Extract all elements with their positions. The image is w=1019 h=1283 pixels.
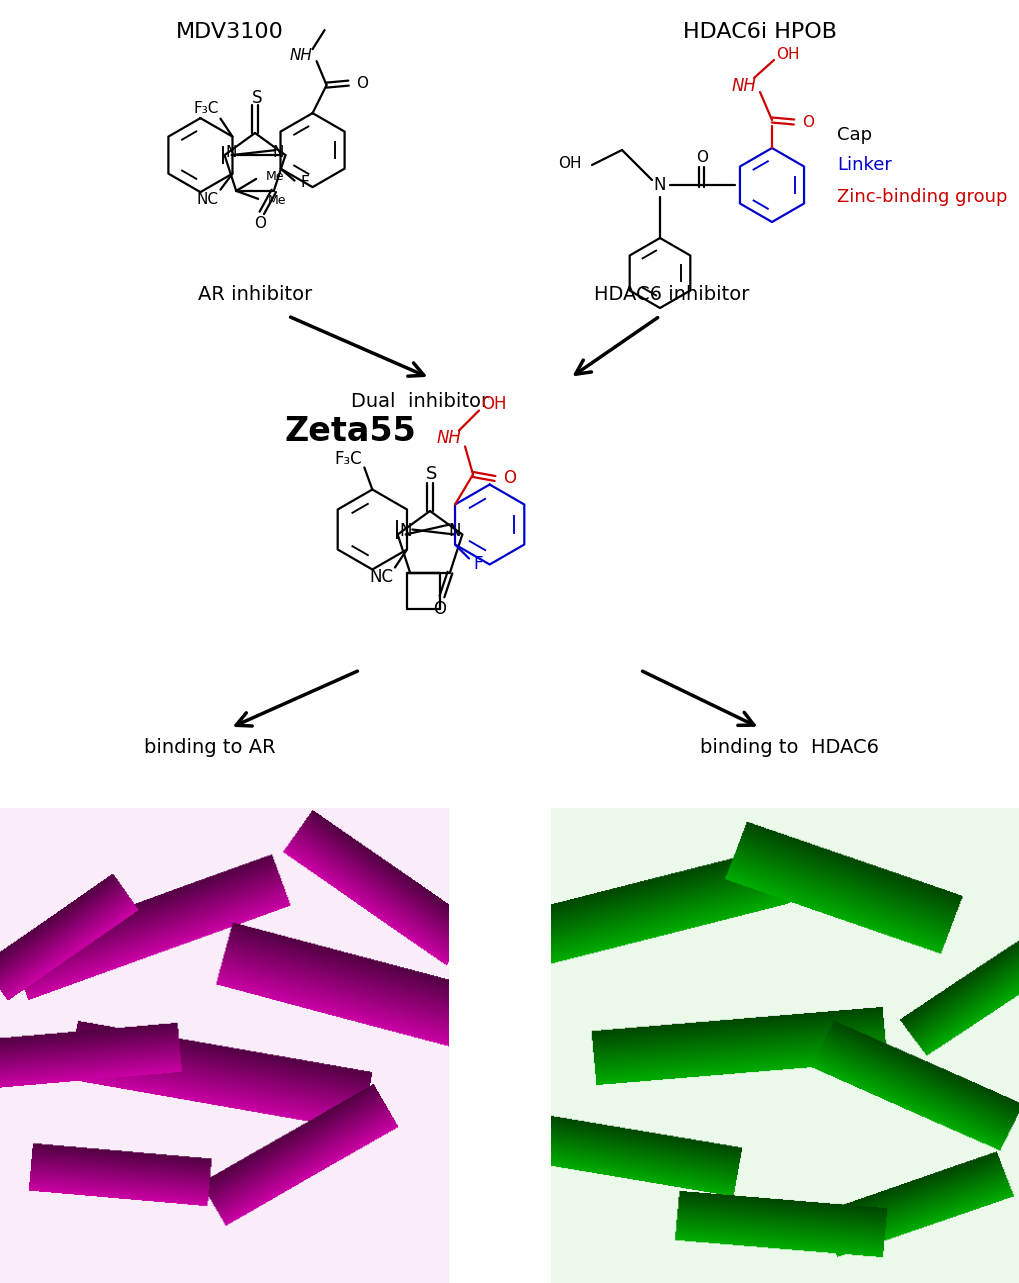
Text: NC: NC [197,192,218,207]
Text: N: N [653,176,665,194]
Text: NH: NH [731,77,755,95]
Text: S: S [426,464,437,482]
Text: O: O [695,150,707,164]
Text: NH: NH [289,47,312,63]
Text: Me: Me [266,171,284,183]
Text: OH: OH [558,155,582,171]
Text: NC: NC [369,568,392,586]
Text: F: F [473,556,482,574]
Text: F₃C: F₃C [193,101,218,115]
Text: O: O [357,76,368,91]
Text: NH: NH [436,430,461,448]
Text: OH: OH [775,46,799,62]
Text: O: O [254,217,266,231]
Text: HDAC6i HPOB: HDAC6i HPOB [683,22,837,42]
Text: Linker: Linker [837,157,891,174]
Text: S: S [252,89,262,106]
Text: HDAC6 inhibitor: HDAC6 inhibitor [594,285,749,304]
Text: AR inhibitor: AR inhibitor [198,285,312,304]
Text: N: N [399,522,412,540]
Text: O: O [433,599,446,617]
Text: Cap: Cap [837,126,871,144]
Text: MDV3100: MDV3100 [176,22,283,42]
Text: O: O [502,470,516,488]
Text: binding to AR: binding to AR [144,738,275,757]
Text: N: N [447,522,461,540]
Text: N: N [225,145,237,159]
Text: Zeta55: Zeta55 [283,414,416,448]
Text: F₃C: F₃C [334,450,362,468]
Text: OH: OH [481,395,506,413]
Text: F: F [301,174,309,190]
Text: Zinc-binding group: Zinc-binding group [837,189,1007,207]
Text: O: O [801,114,813,130]
Text: N: N [272,145,284,159]
Text: Me: Me [268,195,286,208]
Text: Dual  inhibitor: Dual inhibitor [351,393,488,411]
Text: binding to  HDAC6: binding to HDAC6 [700,738,878,757]
